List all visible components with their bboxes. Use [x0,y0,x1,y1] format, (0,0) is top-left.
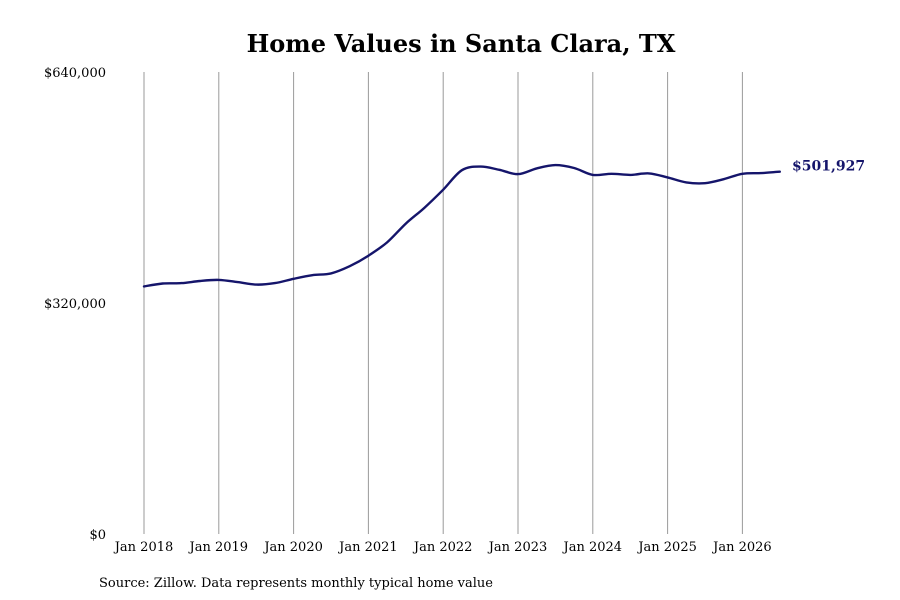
y-tick-label: $0 [89,528,106,543]
source-note: Source: Zillow. Data represents monthly … [99,576,493,591]
home-value-series-line [142,163,781,288]
x-axis-tick-labels: Jan 2018 Jan 2019 Jan 2020 Jan 2021 Jan 2022… [113,540,772,555]
y-tick-label: $640,000 [44,66,106,81]
y-axis-tick-labels: $0 $320,000 $640,000 [44,66,106,543]
chart-title: Home Values in Santa Clara, TX [247,29,676,58]
x-tick-label: Jan 2022 [412,540,473,555]
x-tick-label: Jan 2021 [337,540,398,555]
vertical-gridlines [143,72,743,534]
x-tick-label: Jan 2018 [113,540,174,555]
x-tick-label: Jan 2025 [636,540,697,555]
latest-value-label: $501,927 [792,159,865,175]
x-tick-label: Jan 2023 [487,540,548,555]
x-tick-label: Jan 2019 [188,540,249,555]
x-tick-label: Jan 2020 [262,540,323,555]
x-tick-label: Jan 2024 [562,540,623,555]
x-tick-label: Jan 2026 [711,540,772,555]
y-tick-label: $320,000 [44,297,106,312]
plot-area: $501,927 [142,159,865,288]
